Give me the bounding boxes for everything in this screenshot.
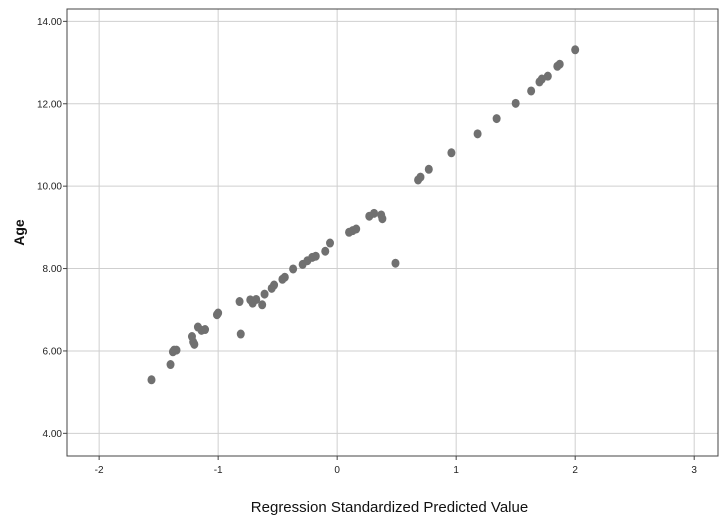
x-tick-label: 0 (334, 465, 340, 476)
data-points (147, 45, 580, 385)
data-point (473, 129, 482, 139)
data-point (172, 345, 181, 355)
data-point (147, 375, 156, 385)
y-tick-label: 14.00 (37, 17, 62, 28)
x-axis-ticks: -2 -1 0 1 2 3 (95, 456, 697, 476)
data-point (527, 86, 536, 96)
data-point (252, 294, 261, 304)
data-point (289, 264, 298, 274)
data-point (235, 297, 244, 307)
data-point (201, 325, 210, 335)
y-tick-label: 10.00 (37, 182, 62, 193)
x-tick-label: 3 (691, 465, 697, 476)
data-point (321, 246, 330, 256)
data-point (424, 164, 433, 174)
y-tick-label: 12.00 (37, 99, 62, 110)
data-point (391, 258, 400, 268)
x-tick-label: 1 (453, 465, 459, 476)
data-point (370, 208, 379, 218)
data-point (311, 251, 320, 261)
data-point (236, 329, 245, 339)
y-tick-label: 6.00 (43, 346, 63, 357)
data-point (326, 238, 335, 248)
data-point (416, 172, 425, 182)
data-point (280, 272, 289, 282)
data-point (492, 114, 501, 124)
x-tick-label: 2 (572, 465, 578, 476)
x-tick-label: -1 (214, 465, 223, 476)
y-axis-label: Age (11, 219, 27, 246)
data-point (447, 148, 456, 158)
y-tick-label: 4.00 (43, 429, 63, 440)
data-point (258, 300, 267, 310)
grid-lines (67, 9, 718, 456)
y-tick-label: 8.00 (43, 264, 63, 275)
x-axis-label: Regression Standardized Predicted Value (251, 499, 528, 516)
data-point (571, 45, 580, 55)
data-point (378, 214, 387, 224)
data-point (214, 308, 223, 318)
y-axis-ticks: 4.00 6.00 8.00 10.00 12.00 14.00 (37, 17, 67, 440)
data-point (352, 224, 361, 234)
data-point (166, 360, 175, 370)
data-point (543, 71, 552, 81)
data-point (511, 98, 520, 108)
plot-frame (66, 8, 719, 457)
data-point (260, 289, 269, 299)
x-tick-label: -2 (95, 465, 104, 476)
data-point (270, 280, 279, 290)
data-point (555, 59, 564, 69)
data-point (190, 339, 199, 349)
